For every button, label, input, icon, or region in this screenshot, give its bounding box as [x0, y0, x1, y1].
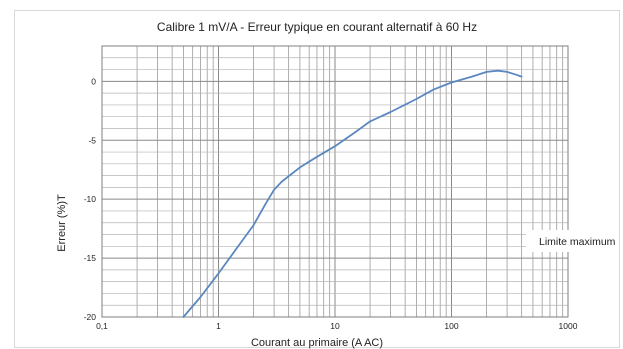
x-tick-label: 10	[330, 321, 340, 331]
x-tick-label: 100	[444, 321, 458, 331]
tick-labels: 0,1 1 10 100 1000 0 -5 -10 -15 -20	[84, 76, 578, 331]
x-tick-label: 0,1	[96, 321, 108, 331]
chart-title: Calibre 1 mV/A - Erreur typique en coura…	[157, 20, 477, 34]
series-line	[182, 69, 523, 318]
x-tick-label: 1000	[559, 321, 578, 331]
y-tick-label: -15	[84, 253, 97, 263]
y-tick-label: -20	[84, 312, 97, 322]
y-tick-label: -10	[84, 194, 97, 204]
annotation-box	[526, 230, 618, 252]
annotation-limite-maximum: Limite maximum	[539, 236, 616, 248]
x-axis-label: Courant au primaire (A AC)	[251, 337, 383, 349]
plot-area	[101, 45, 569, 318]
y-tick-label: -5	[88, 135, 96, 145]
y-tick-label: 0	[91, 76, 96, 86]
y-axis-label: Erreur (%)T	[56, 194, 68, 252]
series-group	[182, 69, 523, 318]
grid	[101, 45, 568, 318]
x-tick-label: 1	[216, 321, 221, 331]
